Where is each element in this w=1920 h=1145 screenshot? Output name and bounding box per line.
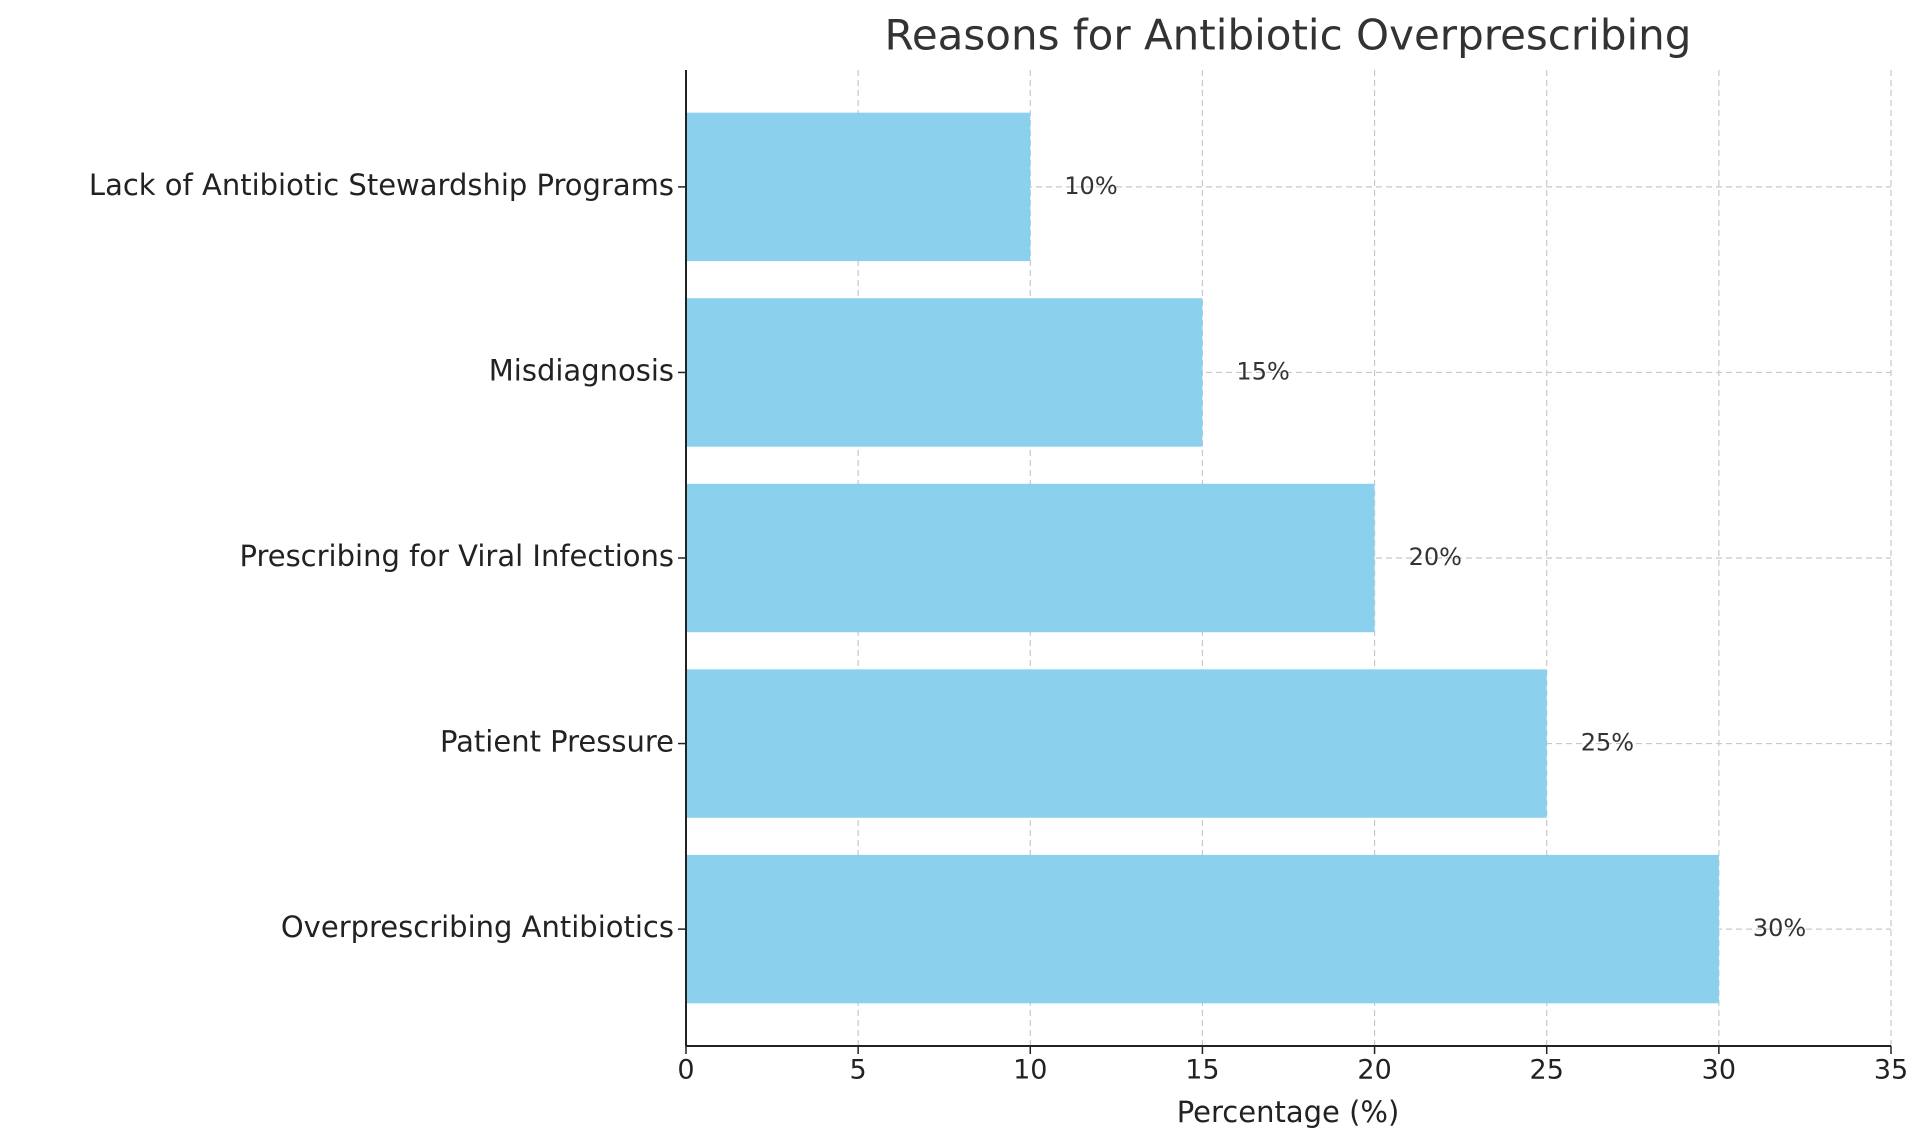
y-tick-label: Misdiagnosis <box>489 353 674 387</box>
chart-title: Reasons for Antibiotic Overprescribing <box>885 11 1692 60</box>
bar <box>686 854 1719 1004</box>
y-tick-label: Overprescribing Antibiotics <box>281 910 674 944</box>
value-label: 15% <box>1236 357 1289 385</box>
y-tick-label: Prescribing for Viral Infections <box>239 539 674 573</box>
bar <box>686 483 1375 633</box>
y-tick-label: Lack of Antibiotic Stewardship Programs <box>89 168 674 202</box>
value-label: 30% <box>1753 914 1806 942</box>
y-tick-label: Patient Pressure <box>440 725 674 759</box>
x-tick-label: 35 <box>1874 1055 1908 1086</box>
x-tick-label: 10 <box>1013 1055 1047 1086</box>
value-label: 10% <box>1064 172 1117 200</box>
x-axis-label: Percentage (%) <box>1177 1095 1400 1129</box>
x-tick-label: 20 <box>1357 1055 1391 1086</box>
x-tick-label: 25 <box>1530 1055 1564 1086</box>
value-label: 25% <box>1581 729 1634 757</box>
x-tick-label: 30 <box>1702 1055 1736 1086</box>
bar <box>686 112 1031 262</box>
value-label: 20% <box>1409 543 1462 571</box>
x-tick-label: 0 <box>677 1055 694 1086</box>
x-tick-label: 15 <box>1185 1055 1219 1086</box>
bar <box>686 298 1203 447</box>
bar <box>686 669 1547 818</box>
x-tick-label: 5 <box>850 1055 867 1086</box>
